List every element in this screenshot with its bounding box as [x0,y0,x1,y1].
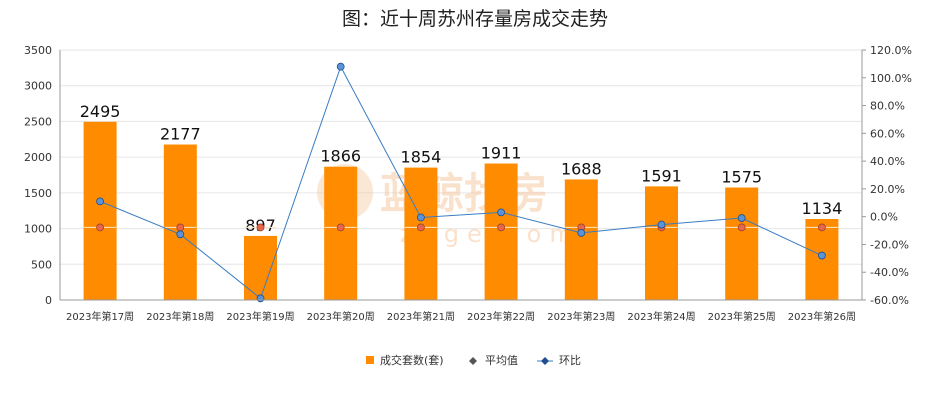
bar-data-label: 1591 [641,166,682,185]
bar-data-label: 1911 [481,144,522,163]
bar-data-label: 1575 [721,168,762,187]
bar-data-label: 2495 [80,102,121,121]
x-tick-label: 2023年第21周 [387,310,455,323]
bar-data-label: 1688 [561,159,602,178]
legend-swatch-average [469,357,477,365]
x-tick-label: 2023年第20周 [307,310,375,323]
y-right-tick-label: 100.0% [870,72,912,85]
x-tick-label: 2023年第24周 [627,310,695,323]
average-point [737,223,746,232]
y-left-tick-label: 1500 [24,187,52,200]
x-tick-label: 2023年第17周 [66,310,134,323]
bar [404,167,438,300]
x-tick-label: 2023年第18周 [146,310,214,323]
x-tick-label: 2023年第23周 [547,310,615,323]
mom-point [497,208,506,217]
y-right-tick-label: 20.0% [870,183,905,196]
bar [163,144,197,300]
y-left-tick-label: 2000 [24,151,52,164]
mom-point [176,230,185,239]
legend-swatch-mom [541,357,549,365]
y-right-tick-label: 80.0% [870,100,905,113]
bar-data-label: 1854 [401,148,442,167]
y-left-tick-label: 0 [45,294,52,307]
bar [805,219,839,300]
y-right-tick-label: -20.0% [870,238,909,251]
mom-point [818,251,826,260]
data-labels: 249521778971866185419111688159115751134 [80,102,843,235]
y-right-tick-label: 120.0% [870,44,912,57]
bar-data-label: 2177 [160,125,201,144]
chart-title: 图：近十周苏州存量房成交走势 [341,8,608,30]
mom-point [737,214,746,222]
y-right-tick-label: 0.0% [870,211,898,224]
y-right-tick-label: -40.0% [870,266,909,279]
y-right-tick-label: 40.0% [870,155,905,168]
mom-point [96,197,104,206]
bar [564,179,598,300]
legend-label: 成交套数(套) [380,353,444,367]
average-point [497,223,506,232]
y-left-tick-label: 3000 [24,80,52,93]
mom-point [336,62,345,71]
mom-point [256,294,265,303]
average-series [84,223,838,232]
y-left-tick-label: 500 [31,258,52,271]
mom-point [577,229,586,237]
mom-point [657,220,666,229]
x-tick-label: 2023年第26周 [788,310,856,323]
legend-label: 环比 [559,354,581,367]
bar-data-label: 1134 [802,199,843,218]
average-point [416,223,425,232]
y-left-tick-label: 1000 [24,223,52,236]
y-left-tick-label: 2500 [24,115,52,128]
axes: 0 500 1000 1500 2000 2500 3000 3500 -60.0% -40.0%… [24,44,912,323]
bar [244,235,277,300]
legend-label: 平均值 [485,354,518,367]
bar [324,166,358,300]
bar-series [83,121,839,301]
average-point [176,223,185,232]
bar [484,163,518,300]
average-point [256,223,265,232]
legend-swatch-bar [366,356,374,364]
x-tick-label: 2023年第25周 [708,310,776,323]
average-point [818,223,826,232]
bar-data-label: 1866 [320,147,361,166]
bar [83,121,117,301]
average-point [336,223,345,232]
average-point [96,223,104,232]
y-left-tick-label: 3500 [24,44,52,57]
x-tick-label: 2023年第19周 [226,310,294,323]
y-right-tick-label: 60.0% [870,127,905,140]
mom-line [99,65,823,300]
legend: 成交套数(套) 平均值 环比 [366,353,581,367]
mom-point [416,213,425,222]
mom-series [96,62,826,303]
x-tick-label: 2023年第22周 [467,310,535,323]
bar [645,186,678,300]
bar [725,187,759,300]
y-right-tick-label: -60.0% [870,294,909,307]
